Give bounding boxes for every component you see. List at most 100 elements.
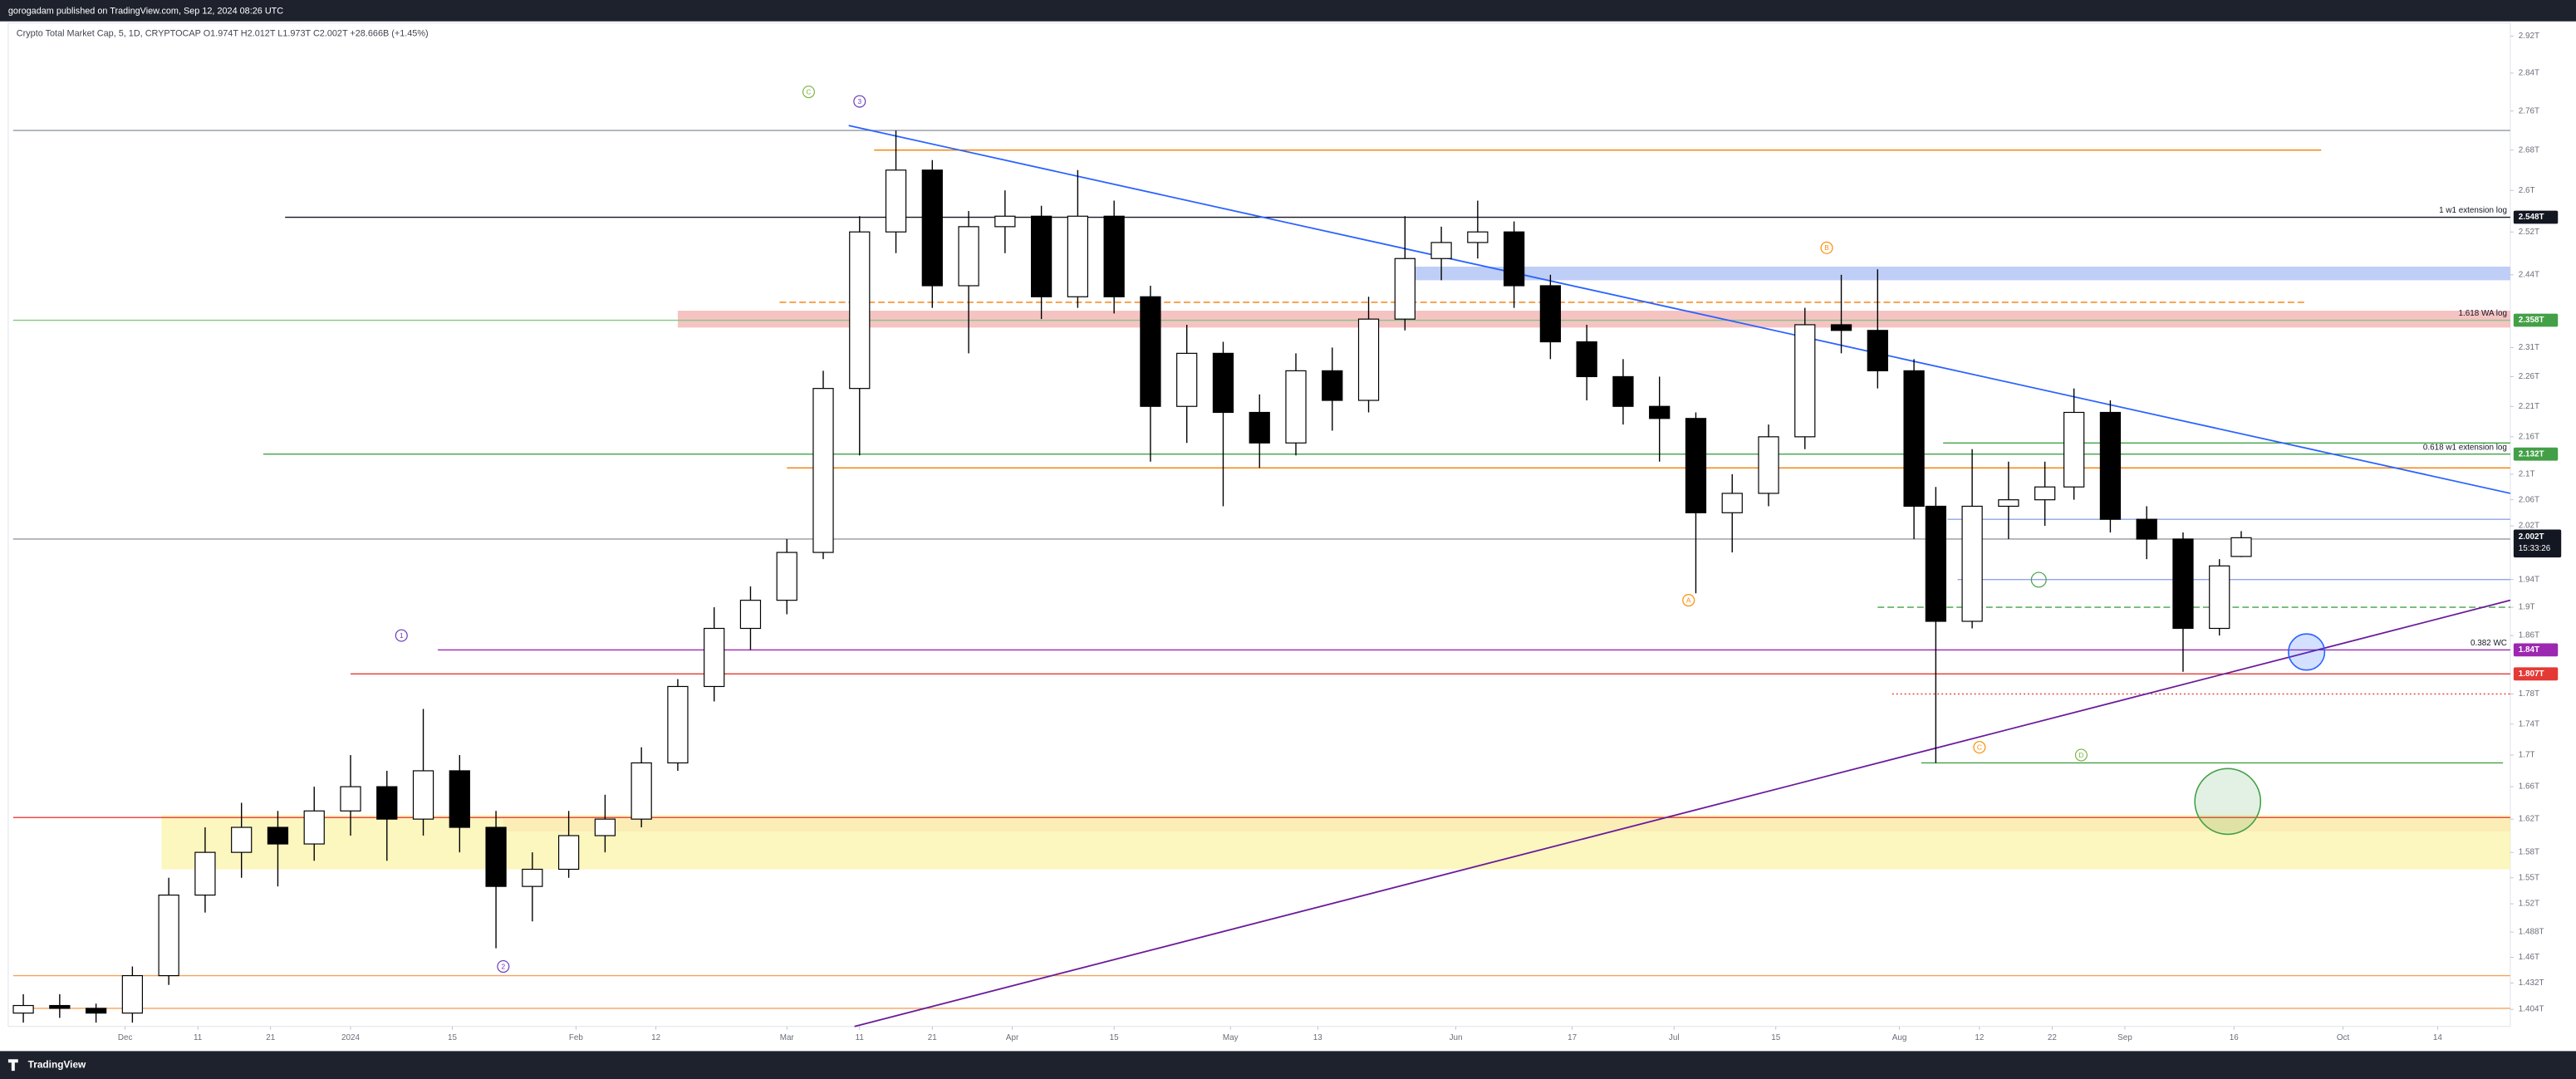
wave-label: 3 [857,97,861,105]
candle-body [267,826,289,845]
x-tick-label: 12 [651,1033,660,1042]
y-tick-label: 1.66T [2519,782,2539,792]
candle-body [1961,505,1983,622]
x-tick-label: Jun [1450,1033,1463,1042]
y-tick-label: 2.31T [2519,343,2539,352]
level-label: 0.618 w1 extension log [2423,443,2507,452]
price-label-box [2513,210,2559,224]
candle-body [340,786,361,812]
level-label: 0.382 WC [2471,639,2507,648]
wave-label-circle [853,95,866,108]
price-zone [677,311,2510,328]
y-tick-label: 1.52T [2519,900,2539,909]
candle-body [776,552,797,601]
candle-body [1612,375,1634,407]
candle-body [1903,370,1925,508]
candle-body [1503,231,1525,287]
candle-body [1030,215,1052,297]
x-tick-label: Sep [2117,1033,2132,1042]
price-label: 2.548T [2519,213,2544,222]
candle-body [1285,370,1307,444]
candle-body [2136,518,2157,540]
candle-body [2209,565,2230,630]
wave-label: B [1824,243,1829,252]
wave-label: 1 [400,631,404,640]
x-tick-label: 14 [2433,1033,2442,1042]
y-tick-label: 2.16T [2519,432,2539,441]
candle-body [1721,493,1743,513]
y-tick-label: 1.78T [2519,689,2539,699]
price-zone [1412,267,2510,281]
y-tick-label: 1.62T [2519,815,2539,824]
candle-body [631,762,652,820]
x-tick-label: Mar [780,1033,795,1042]
wave-label-circle [802,86,816,99]
candle-body [2099,411,2122,520]
y-tick-label: 1.432T [2519,978,2544,988]
candles [12,130,2252,1023]
top-bar [0,0,2576,22]
last-price-label: 2.002T [2519,532,2544,542]
x-tick-label: 21 [266,1033,275,1042]
candle-body [704,627,725,688]
x-tick-label: Aug [1892,1033,1907,1042]
wave-label: 2 [502,962,506,970]
y-tick-label: 1.9T [2519,603,2535,612]
x-tick-label: 17 [1568,1033,1577,1042]
candle-body [1925,505,1946,622]
price-label: 1.84T [2519,645,2539,655]
candle-body [12,1004,34,1014]
candle-body [1176,352,1198,407]
x-tick-label: Dec [118,1033,133,1042]
bottom-bar [0,1051,2576,1079]
y-tick-label: 2.02T [2519,522,2539,531]
candle-body [1685,418,1707,513]
candle-body [412,770,434,820]
x-tick-label: Jul [1669,1033,1680,1042]
x-tick-label: Feb [569,1033,584,1042]
zones [161,267,2510,870]
wave-label-circle [1820,241,1833,254]
candle-body [958,226,979,287]
wave-label-circle [497,959,510,974]
candle-body [921,169,943,287]
y-tick-label: 2.84T [2519,69,2539,78]
level-label: 1 w1 extension log [2439,206,2507,215]
wave-label: D [2078,751,2083,759]
candle-body [1067,215,1089,297]
y-tick-label: 2.21T [2519,402,2539,411]
trendline [848,125,2511,494]
candle-body [1249,411,1270,444]
candle-body [1794,324,1816,438]
marker-circle [2030,571,2047,588]
candle-body [376,786,398,820]
price-zone [161,815,2510,870]
candle-body [1867,330,1888,371]
x-tick-label: 12 [1975,1033,1984,1042]
x-tick-label: 16 [2230,1033,2239,1042]
x-tick-label: 11 [194,1033,203,1042]
candle-body [49,1004,71,1009]
level-label: 1.618 WA log [2459,309,2507,318]
candle-body [2172,538,2194,630]
x-tick-label: 15 [1771,1033,1780,1042]
y-tick-label: 1.488T [2519,928,2544,937]
price-label-box [2513,447,2559,461]
footer-logo: TradingView [28,1058,86,1070]
candle-body [885,169,907,233]
price-label-box [2513,313,2559,327]
levels: 1 w1 extension log 1.618 WA log 0.618 w1 e… [12,125,2511,1028]
candle-body [667,685,689,764]
candle-body [1140,296,1161,407]
candle-body [85,1008,107,1014]
header-text: gorogadam published on TradingView.com, … [8,7,283,17]
x-tick-label: 21 [928,1033,937,1042]
candle-body [849,231,871,390]
y-tick-label: 2.06T [2519,495,2539,504]
candle-body [1394,257,1416,320]
x-tick-label: 13 [1313,1033,1322,1042]
candle-body [1576,341,1597,378]
price-label-box [2513,667,2559,681]
wave-label-circle [395,629,408,642]
candle-body [522,868,543,887]
